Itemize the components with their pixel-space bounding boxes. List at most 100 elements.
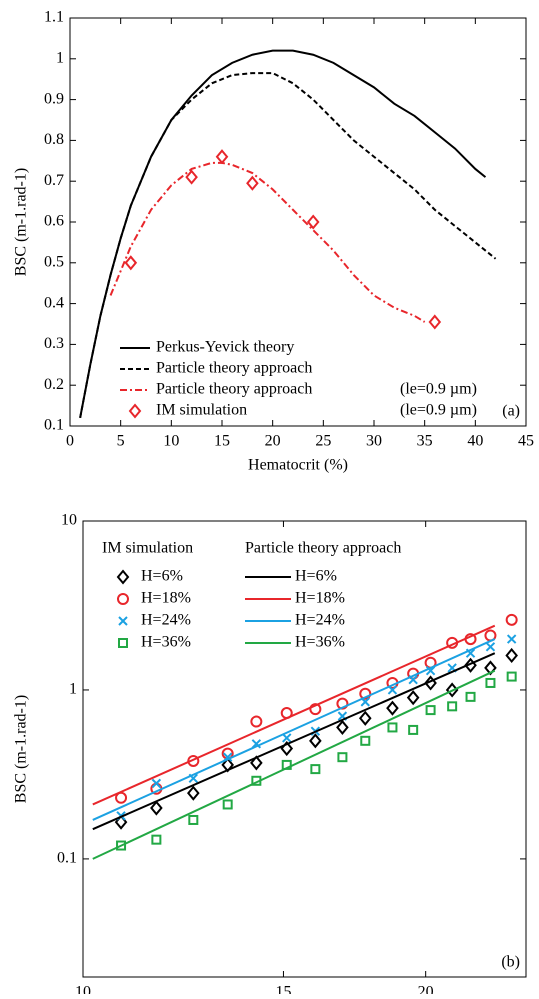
marker [124,255,138,271]
marker [282,733,292,743]
panel-label: (b) [501,954,520,971]
x-tick-label: 40 [467,433,483,450]
legend-label: H=24% [141,612,191,629]
x-axis-title: Hematocrit (%) [248,457,348,474]
legend-marker [118,616,128,626]
marker [386,700,399,716]
marker [428,314,442,330]
marker [485,677,496,688]
legend-label: H=36% [141,634,191,651]
y-tick-label: 0.9 [44,90,64,107]
legend-label: H=24% [295,612,345,629]
legend-marker [118,638,128,648]
legend-label: Particle theory approach [156,381,312,398]
y-tick-label: 0.4 [44,294,64,311]
x-tick-label: 25 [315,433,331,450]
legend-marker [117,593,129,605]
marker [484,660,497,676]
marker [250,755,263,771]
marker [447,701,458,712]
marker [185,169,198,185]
x-tick-label: 10 [75,984,91,994]
legend-label: IM simulation [156,402,247,419]
y-axis-title: BSC (m-1.rad-1) [13,168,30,276]
line [109,161,426,323]
legend-note: (le=0.9 µm) [400,402,477,419]
y-tick-label: 1 [69,681,77,698]
marker [309,703,322,716]
legend-title: IM simulation [102,540,193,557]
marker [445,682,459,698]
y-tick-label: 1.1 [44,9,64,26]
marker [360,735,371,746]
legend-label: Particle theory approach [156,360,312,377]
legend-note: (le=0.9 µm) [400,381,477,398]
line [92,624,496,806]
y-tick-label: 0.7 [44,172,64,189]
marker [222,799,233,810]
y-tick-label: 0.6 [44,213,64,230]
marker [246,175,259,191]
y-axis-title: BSC (m-1.rad-1) [13,695,30,803]
legend-label: H=18% [141,590,191,607]
legend-label: H=36% [295,634,345,651]
legend-marker [116,569,130,585]
marker [425,705,436,716]
marker [151,834,162,845]
x-tick-label: 15 [214,433,230,450]
x-tick-label: 45 [518,433,534,450]
y-tick-label: 10 [61,512,77,529]
marker [116,840,127,851]
marker [408,724,419,735]
marker [337,752,348,763]
x-tick-label: 5 [117,433,125,450]
marker [465,691,476,702]
x-tick-label: 10 [163,433,179,450]
x-tick-label: 30 [366,433,382,450]
plot-frame [82,520,527,978]
marker [424,675,437,691]
legend-label: H=18% [295,590,345,607]
legend-marker [128,403,142,419]
marker [485,642,496,652]
marker [506,634,517,644]
legend-label: H=6% [141,568,183,585]
legend-title: Particle theory approach [245,540,401,557]
marker [359,687,372,700]
marker [505,647,518,664]
marker [505,613,518,626]
marker [250,715,263,728]
marker [506,671,517,682]
marker [150,800,163,816]
legend-label: Perkus-Yevick theory [156,339,294,356]
x-tick-label: 15 [275,984,291,994]
marker [425,665,436,676]
y-tick-label: 0.1 [44,417,64,434]
x-tick-label: 35 [417,433,433,450]
x-tick-label: 20 [418,984,434,994]
y-tick-label: 0.1 [57,850,77,867]
marker [310,764,321,775]
y-tick-label: 0.8 [44,131,64,148]
marker [406,690,420,706]
y-tick-label: 0.2 [44,376,64,393]
line [92,638,496,821]
marker [187,785,200,801]
legend-label: H=6% [295,568,337,585]
line [79,72,497,419]
marker [188,814,199,825]
y-tick-label: 0.5 [44,253,64,270]
panel-label: (a) [502,403,520,420]
line [92,652,496,831]
marker [215,149,229,165]
line [92,669,496,860]
marker [358,710,372,726]
marker [309,733,322,749]
marker [336,719,349,735]
y-tick-label: 1 [56,49,64,66]
x-tick-label: 0 [66,433,74,450]
y-tick-label: 0.3 [44,335,64,352]
x-tick-label: 20 [265,433,281,450]
marker [387,722,398,733]
